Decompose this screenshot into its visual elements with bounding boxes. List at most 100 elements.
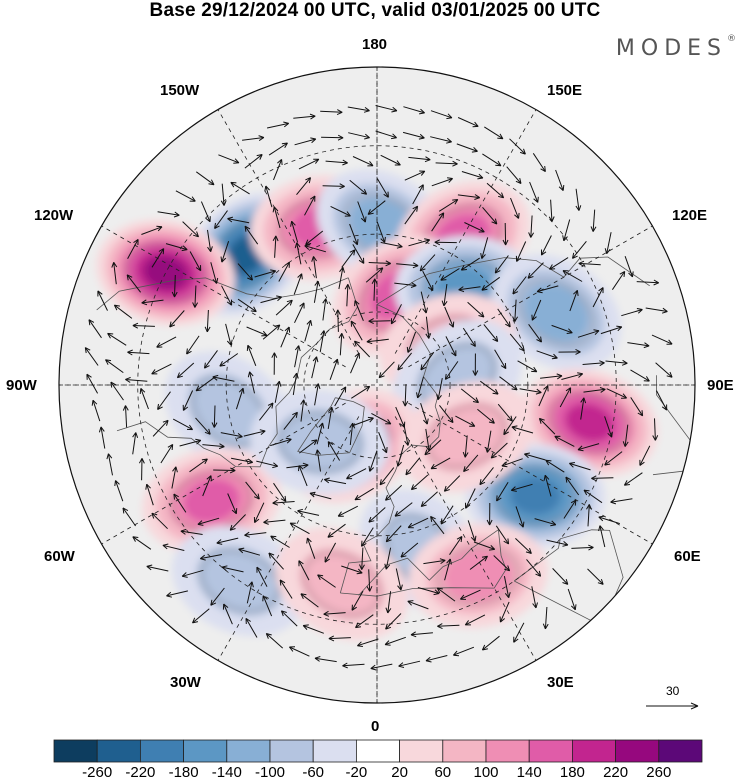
wind-arrow (315, 449, 321, 472)
wind-arrow (244, 154, 263, 169)
label-150e: 150E (547, 82, 583, 99)
wind-arrow (565, 476, 580, 496)
wind-arrow (202, 443, 225, 450)
wind-arrow (114, 480, 124, 502)
wind-arrow (275, 299, 293, 316)
wind-arrow (289, 522, 310, 535)
wind-arrow (460, 257, 480, 271)
wind-arrow (396, 262, 419, 269)
wind-arrow (366, 569, 373, 592)
wind-arrow (259, 402, 274, 421)
wind-arrow (298, 465, 308, 487)
wind-arrow (319, 330, 327, 353)
wind-arrow (376, 178, 389, 198)
wind-arrow (598, 515, 620, 525)
wind-arrow (280, 326, 291, 348)
wind-arrow (220, 241, 230, 263)
wind-arrow (562, 219, 571, 242)
wind-arrow (221, 565, 244, 573)
wind-arrow (229, 514, 246, 531)
coastline-segment (339, 256, 650, 594)
colorbar-swatch-7 (355, 739, 400, 763)
wind-arrow (320, 109, 343, 116)
wind-arrow (314, 656, 337, 663)
wind-arrow (361, 527, 374, 547)
wind-arrow (156, 336, 177, 348)
wind-arrow (180, 528, 203, 535)
wind-arrow (430, 110, 453, 120)
wind-arrow (227, 216, 250, 224)
wind-arrow (402, 384, 409, 407)
wind-arrow (334, 309, 341, 332)
wind-arrow (469, 555, 488, 570)
label-top: 180 (362, 36, 388, 53)
wind-arrow (420, 291, 428, 314)
wind-arrow (113, 304, 133, 319)
wind-arrow (196, 171, 215, 186)
wind-arrow (517, 360, 538, 373)
wind-arrow (146, 564, 169, 572)
wind-arrow (456, 143, 478, 153)
wind-arrow (453, 646, 475, 657)
wind-arrow (354, 340, 371, 358)
colorbar-tick-label: 220 (603, 764, 629, 781)
wind-arrow (380, 241, 403, 249)
wind-arrow (368, 450, 378, 472)
wind-arrow (292, 372, 299, 396)
wind-arrow (562, 270, 583, 282)
wind-arrow (385, 591, 392, 614)
wind-arrow (449, 536, 463, 555)
wind-arrow (380, 154, 401, 166)
colorbar-swatch-4 (226, 739, 271, 763)
wind-arrow (314, 383, 321, 406)
wind-arrow (273, 482, 287, 502)
wind-arrow (179, 438, 202, 447)
wind-arrow (512, 299, 519, 322)
wind-arrow (551, 324, 573, 334)
wind-arrow (173, 493, 187, 513)
wind-arrow (235, 387, 245, 410)
anomaly-positive-13 (142, 447, 281, 555)
wind-arrow (376, 221, 386, 243)
wind-arrow (365, 267, 384, 283)
wind-arrow (527, 262, 544, 279)
wind-arrow (338, 266, 345, 290)
colorbar-tick-label: 180 (559, 764, 585, 781)
wind-arrow (357, 201, 367, 223)
wind-arrow (245, 481, 260, 500)
wind-arrow (139, 388, 149, 410)
wind-arrow (496, 482, 509, 502)
wind-arrow (430, 136, 452, 144)
wind-arrow (460, 388, 479, 404)
wind-arrow (605, 359, 628, 366)
wind-arrow (481, 276, 500, 291)
wind-arrow (494, 255, 509, 274)
wind-arrow (272, 235, 279, 258)
wind-arrow (502, 222, 509, 246)
wind-arrow (264, 185, 273, 208)
wind-arrow (341, 249, 356, 268)
wind-arrow (440, 505, 454, 525)
wind-arrow (509, 138, 526, 155)
wind-arrow (513, 622, 525, 643)
wind-arrow (483, 324, 499, 342)
wind-arrow (263, 518, 286, 525)
wind-arrow (280, 610, 298, 627)
wind-arrow (132, 322, 155, 329)
wind-arrow (531, 586, 538, 609)
wind-arrow (375, 130, 397, 140)
meridian-150 (394, 83, 552, 354)
colorbar (53, 739, 703, 763)
wind-arrow (385, 525, 402, 543)
wind-arrow (493, 555, 511, 572)
wind-arrow (311, 256, 318, 279)
wind-arrow (410, 631, 433, 638)
wind-arrow (457, 194, 480, 200)
wind-arrow (403, 423, 410, 446)
wind-arrow (322, 183, 345, 190)
wind-arrow (192, 285, 199, 308)
wind-arrow (350, 352, 360, 374)
wind-arrow (300, 399, 307, 422)
wind-arrow (404, 170, 426, 181)
wind-arrow (598, 525, 606, 548)
